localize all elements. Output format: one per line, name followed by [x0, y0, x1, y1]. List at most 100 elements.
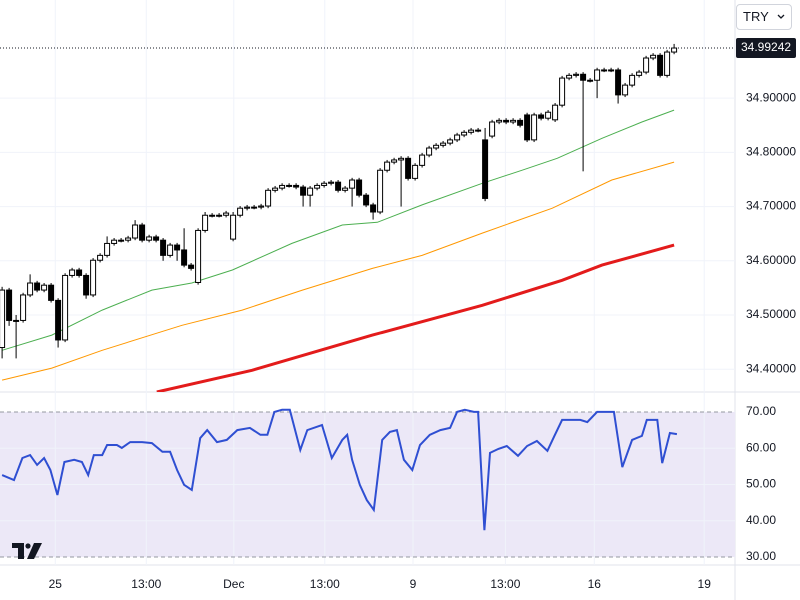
candle-body: [482, 139, 489, 199]
moving-average: [1, 109, 675, 351]
rsi-tick-label: 70.00: [746, 404, 776, 418]
candle-body: [650, 54, 657, 59]
candle-body: [237, 207, 244, 216]
candle-body: [244, 206, 251, 209]
candle-body: [76, 269, 83, 276]
candle-body: [321, 182, 328, 186]
candle-body: [230, 214, 237, 240]
candle-body: [671, 47, 678, 53]
candle-body: [468, 129, 475, 133]
candle-body: [580, 73, 587, 81]
candle-body: [370, 204, 377, 213]
candle-body: [629, 74, 636, 86]
candle-body: [328, 181, 335, 184]
last-price-label: 34.99242: [741, 40, 791, 54]
candle-body: [6, 289, 13, 321]
candle-body: [62, 274, 69, 341]
logo: [12, 543, 42, 559]
candle-body: [69, 269, 76, 276]
rsi-pane: [0, 392, 735, 565]
candle-body: [657, 54, 664, 76]
chevron: [777, 14, 785, 19]
y-tick-label: 34.40000: [746, 361, 796, 375]
candle-body: [314, 184, 321, 189]
x-tick-label: 13:00: [490, 577, 520, 591]
currency-select[interactable]: TRY: [736, 4, 792, 30]
candle-body: [272, 187, 279, 191]
candle-body: [104, 242, 111, 256]
x-tick-label: 9: [410, 577, 417, 591]
candle-body: [111, 239, 118, 244]
candle-body: [342, 187, 349, 191]
candle-body: [0, 289, 6, 349]
y-tick-label: 34.80000: [746, 145, 796, 159]
last-price-tag: [736, 38, 796, 59]
candle-body: [461, 131, 468, 136]
axes: 25 13:00 Dec 13:00 9 13:00 16 19 34.40000 34.5000…: [49, 38, 796, 591]
candle-body: [335, 181, 342, 191]
candle-body: [384, 161, 391, 171]
candle-body: [307, 187, 314, 196]
candle-body: [643, 57, 650, 73]
candle-body: [608, 69, 615, 72]
candle-body: [279, 184, 286, 189]
candle-body: [531, 114, 538, 141]
candle-body: [41, 284, 48, 291]
candle-body: [55, 299, 62, 341]
candle-body: [398, 157, 405, 161]
price-pane: [0, 0, 735, 392]
y-tick-label: 34.50000: [746, 307, 796, 321]
candle-body: [258, 205, 265, 208]
candle-body: [573, 73, 580, 76]
candle-body: [167, 244, 174, 256]
candle-body: [223, 212, 230, 216]
candle-body: [216, 214, 223, 217]
candle-body: [349, 179, 356, 189]
x-tick-label: 25: [49, 577, 63, 591]
y-tick-label: 34.90000: [746, 90, 796, 104]
candle-body: [286, 184, 293, 187]
x-tick-label: Dec: [223, 577, 244, 591]
rsi-tick-label: 30.00: [746, 549, 776, 563]
candle-body: [391, 159, 398, 163]
candle-body: [174, 244, 181, 251]
candle-body: [48, 284, 55, 301]
candle-body: [97, 254, 104, 261]
candle-body: [454, 134, 461, 141]
candle-body: [34, 282, 41, 291]
candle-body: [510, 119, 517, 123]
candle-body: [181, 249, 188, 266]
candle-body: [146, 236, 153, 241]
candle-body: [195, 229, 202, 283]
candle-body: [433, 144, 440, 149]
x-tick-label: 13:00: [310, 577, 340, 591]
rsi-line: [1, 408, 678, 531]
candle-body: [496, 119, 503, 123]
candle-body: [90, 259, 97, 296]
candle-body: [475, 129, 482, 132]
x-tick-label: 19: [698, 577, 712, 591]
moving-average: [156, 243, 675, 392]
candle-body: [118, 239, 125, 242]
candle-body: [636, 71, 643, 76]
candle-body: [125, 237, 132, 241]
candle-body: [412, 164, 419, 179]
candle-body: [251, 206, 258, 209]
candle-body: [538, 114, 545, 119]
x-tick-label: 13:00: [131, 577, 161, 591]
candle-body: [265, 189, 272, 207]
candle-body: [524, 114, 531, 141]
candle-body: [13, 319, 20, 322]
candle-body: [426, 147, 433, 156]
candle-body: [293, 184, 300, 188]
candle-body: [552, 104, 559, 121]
candle-body: [419, 154, 426, 166]
candle-body: [209, 214, 216, 217]
candle-body: [83, 274, 90, 296]
candle-body: [601, 69, 608, 72]
candle-body: [566, 74, 573, 79]
candle-body: [153, 236, 160, 241]
candle-body: [559, 77, 566, 106]
candle-body: [139, 224, 146, 241]
